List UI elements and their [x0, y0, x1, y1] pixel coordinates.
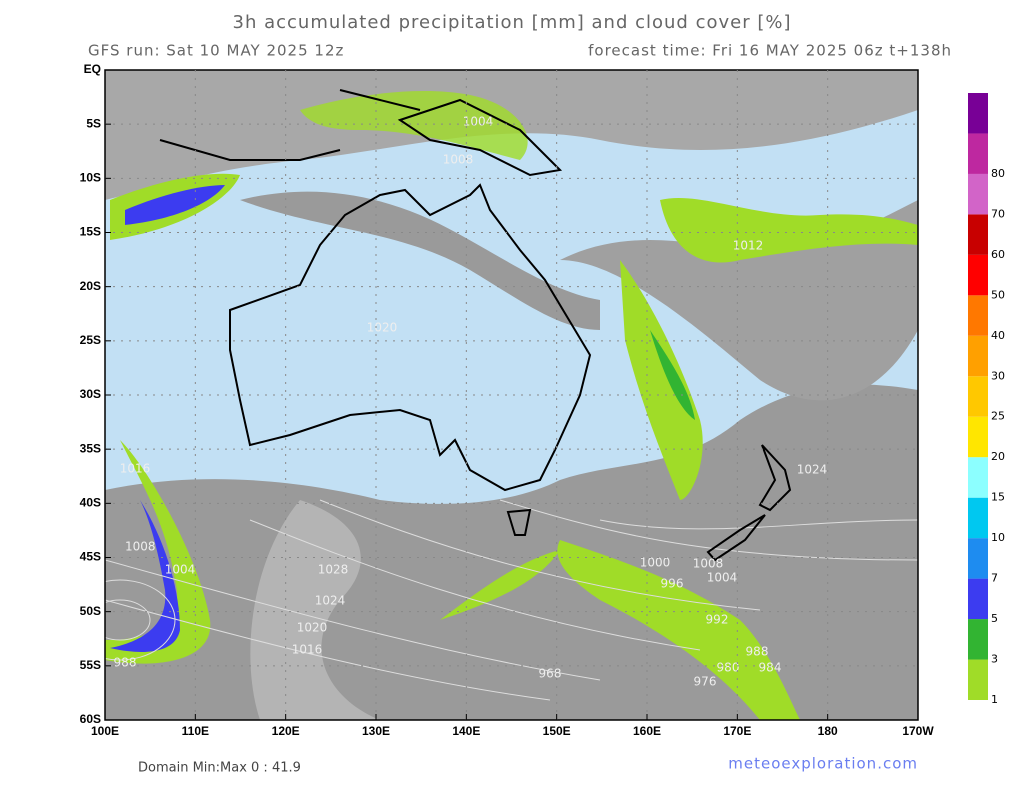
isobar-labels: 1008 1004 1028 1024 1020 1016 988 1000 9… [114, 115, 828, 689]
colorbar-swatch [968, 295, 988, 336]
colorbar-label: 15 [991, 491, 1005, 504]
isobar-label: 1024 [797, 463, 828, 477]
isobar-label: 968 [539, 667, 562, 681]
isobar-label: 980 [717, 661, 740, 675]
isobar-label: 1004 [165, 563, 196, 577]
colorbar-label: 50 [991, 288, 1005, 301]
lat-label: EQ [84, 62, 101, 76]
title: 3h accumulated precipitation [mm] and cl… [233, 12, 792, 33]
rain-patch [300, 90, 528, 160]
colorbar-swatch [968, 416, 988, 458]
domain-minmax: Domain Min:Max 0 : 41.9 [138, 761, 301, 776]
lon-label: 100E [91, 724, 119, 738]
colorbar-label: 3 [991, 653, 998, 666]
colorbar-label: 25 [991, 410, 1005, 423]
isobar-label: 996 [661, 577, 684, 591]
isobar-label: 1008 [125, 540, 156, 554]
lat-label: 45S [80, 550, 101, 564]
colorbar-swatch [968, 457, 988, 498]
lat-label: 55S [80, 658, 101, 672]
colorbar-swatch [968, 173, 988, 215]
isobar-label: 988 [114, 656, 137, 670]
colorbar-swatch [968, 133, 988, 174]
lon-label: 170W [902, 724, 934, 738]
lon-label: 180 [818, 724, 838, 738]
colorbar-swatch [968, 214, 988, 255]
colorbar-swatch [968, 335, 988, 377]
map-area [105, 70, 918, 720]
colorbar-label: 1 [991, 693, 998, 706]
colorbar-swatch [968, 497, 988, 539]
lat-label: 50S [80, 604, 101, 618]
lon-label: 130E [362, 724, 390, 738]
rain-front [105, 440, 211, 664]
lat-label: 60S [80, 712, 101, 726]
isobar-label: 1016 [292, 643, 323, 657]
lat-label: 40S [80, 496, 101, 510]
rain-band [557, 540, 800, 720]
isobar-label: 1020 [367, 321, 398, 335]
lon-label: 110E [182, 724, 209, 738]
lat-label: 15S [80, 225, 101, 239]
colorbar-label: 80 [991, 167, 1005, 180]
lon-label: 140E [452, 724, 480, 738]
isobar-label: 1016 [120, 462, 151, 476]
isobars [105, 499, 918, 701]
isobar-label: 1004 [707, 571, 738, 585]
cloud-east [560, 200, 918, 401]
isobar-label: 1008 [693, 557, 724, 571]
colorbar-swatch [968, 376, 988, 417]
lat-label: 30S [80, 387, 101, 401]
lon-label: 160E [633, 724, 661, 738]
colorbar-label: 40 [991, 329, 1005, 342]
colorbar-swatch [968, 93, 988, 134]
cloud-north [105, 70, 918, 200]
colorbar-label: 70 [991, 207, 1005, 220]
rain-band [620, 260, 703, 500]
colorbar-swatch [968, 659, 988, 700]
lat-label: 10S [80, 171, 101, 185]
isobar-label: 988 [746, 645, 769, 659]
isobar-label: 992 [706, 613, 729, 627]
isobar-label: 1004 [463, 115, 494, 129]
rain-band [660, 197, 918, 263]
colorbar-label: 60 [991, 248, 1005, 261]
colorbar-label: 20 [991, 450, 1005, 463]
colorbar-label: 7 [991, 572, 998, 585]
isobar-label: 1008 [443, 153, 474, 167]
rain-band-core [650, 330, 695, 420]
colorbar-label: 10 [991, 531, 1005, 544]
colorbar-swatch [968, 619, 988, 660]
lat-label: 5S [86, 116, 101, 130]
isobar-label: 1028 [318, 563, 349, 577]
rain-band [440, 550, 560, 620]
isobar-label: 976 [694, 675, 717, 689]
cloud-patch [250, 500, 380, 720]
credit: meteoexploration.com [728, 755, 918, 773]
lon-label: 120E [272, 724, 300, 738]
colorbar-label: 5 [991, 612, 998, 625]
lon-label: 150E [543, 724, 571, 738]
isobar-label: 1012 [733, 239, 764, 253]
isobar-label: 984 [759, 661, 782, 675]
isobar-label: 1020 [297, 621, 328, 635]
forecast-info: forecast time: Fri 16 MAY 2025 06z t+138… [588, 42, 952, 60]
cloud-band [240, 191, 600, 330]
coastlines [159, 89, 792, 562]
colorbar-label: 30 [991, 369, 1005, 382]
lat-label: 35S [80, 441, 101, 455]
colorbar-swatch [968, 538, 988, 579]
colorbar-swatch [968, 578, 988, 620]
rain-front-core [110, 500, 180, 653]
run-info: GFS run: Sat 10 MAY 2025 12z [88, 42, 344, 60]
rain-patch [125, 185, 225, 225]
colorbar-swatch [968, 254, 988, 296]
lat-label: 25S [80, 333, 101, 347]
lon-label: 170E [723, 724, 751, 738]
isobar-label: 1024 [315, 594, 346, 608]
lat-label: 20S [80, 279, 101, 293]
